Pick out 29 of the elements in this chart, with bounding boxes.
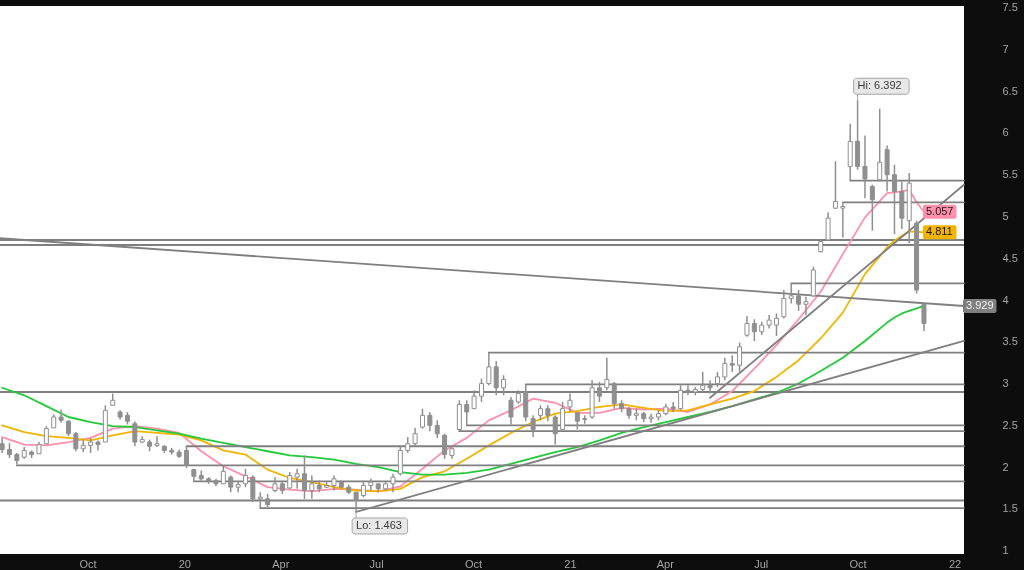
- x-tick-label: Jul: [754, 557, 769, 570]
- x-tick-label: 20: [178, 557, 191, 570]
- y-tick-label: 6.5: [1002, 84, 1018, 97]
- annotation: Lo: 1.463: [356, 518, 402, 531]
- x-tick-label: Apr: [656, 557, 675, 570]
- x-tick-label: 21: [564, 557, 577, 570]
- y-tick-label: 4: [1002, 293, 1009, 306]
- y-tick-label: 5.5: [1002, 168, 1018, 181]
- annotation: 4.811: [925, 225, 953, 238]
- y-tick-label: 2.5: [1002, 418, 1018, 431]
- y-tick-label: 1: [1002, 544, 1009, 557]
- x-tick-label: Oct: [849, 557, 867, 570]
- y-tick-label: 3.5: [1002, 335, 1018, 348]
- y-tick-label: 4.5: [1002, 251, 1018, 264]
- y-tick-label: 6: [1002, 126, 1009, 139]
- annotation: 3.929: [966, 298, 994, 311]
- x-tick-label: Oct: [79, 557, 97, 570]
- x-tick-label: 22: [948, 557, 962, 570]
- annotation: 5.057: [925, 204, 954, 217]
- x-tick-label: Jul: [369, 557, 384, 570]
- y-tick-label: 2: [1002, 460, 1009, 473]
- x-tick-label: Apr: [272, 557, 290, 570]
- annotation: Hi: 6.392: [857, 79, 902, 92]
- y-tick-label: 1.5: [1002, 502, 1018, 515]
- y-tick-label: 7: [1002, 42, 1009, 55]
- y-tick-label: 5: [1002, 210, 1009, 223]
- y-tick-label: 7.5: [1002, 1, 1018, 14]
- y-tick-label: 3: [1002, 377, 1009, 390]
- x-tick-label: Oct: [464, 557, 483, 570]
